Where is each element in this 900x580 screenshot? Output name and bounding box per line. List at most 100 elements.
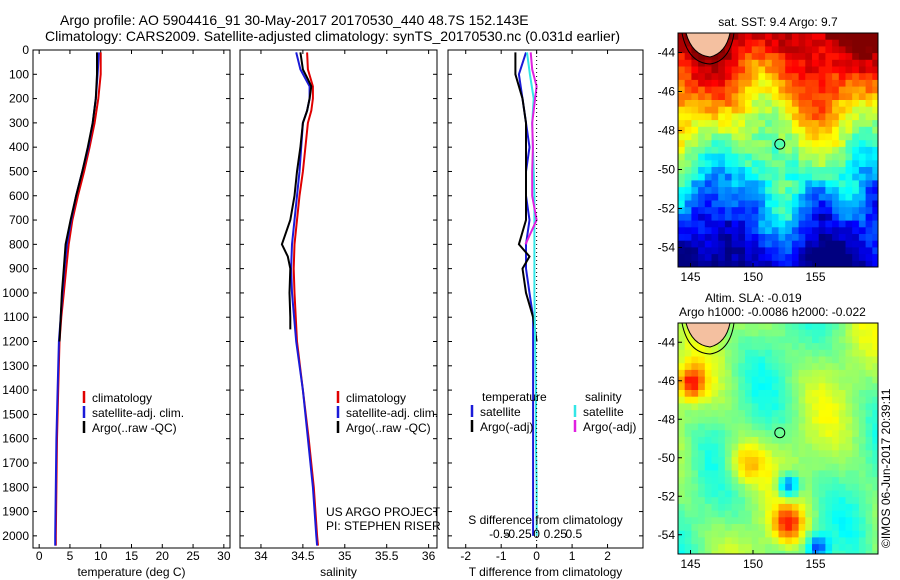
map-cell: [818, 410, 826, 418]
map-cell: [711, 544, 719, 552]
legend-label: satellite: [583, 405, 624, 419]
map-cell: [818, 376, 826, 384]
x2-tick-label: 0.5: [566, 527, 583, 541]
map-cell: [825, 477, 833, 485]
map-cell: [858, 323, 866, 331]
map-cell: [738, 323, 746, 331]
map-cell: [678, 153, 686, 161]
map-cell: [751, 463, 759, 471]
legend-label: Argo(..raw -QC): [346, 421, 431, 435]
map-cell: [704, 73, 712, 81]
map-cell: [852, 46, 860, 54]
x2-tick-label: -0.25: [504, 527, 532, 541]
map-cell: [731, 443, 739, 451]
x-tick-label: 30: [217, 549, 231, 563]
map-cell: [838, 470, 846, 478]
map-cell: [778, 537, 786, 545]
map-cell: [765, 470, 773, 478]
map-cell: [778, 517, 786, 525]
map-cell: [865, 240, 873, 248]
map-cell: [825, 383, 833, 391]
map-cell: [785, 436, 793, 444]
map-cell: [758, 390, 766, 398]
map-cell: [845, 160, 853, 168]
map-cell: [845, 550, 853, 554]
map-cell: [785, 126, 793, 134]
map-cell: [771, 100, 779, 108]
map-cell: [691, 403, 699, 411]
map-cell: [758, 93, 766, 101]
map-cell: [691, 240, 699, 248]
map-cell: [684, 503, 692, 511]
map-cell: [691, 356, 699, 364]
map-cell: [791, 227, 799, 235]
map-cell: [758, 86, 766, 94]
map-cell: [845, 73, 853, 81]
map-cell: [865, 363, 873, 371]
map-cell: [852, 66, 860, 74]
map-cell: [812, 443, 820, 451]
header-line-2: Climatology: CARS2009. Satellite-adjuste…: [45, 28, 621, 44]
map-cell: [798, 133, 806, 141]
map-cell: [825, 497, 833, 505]
map-cell: [832, 396, 840, 404]
map-cell: [704, 247, 712, 255]
map-cell: [718, 403, 726, 411]
map-cell: [858, 383, 866, 391]
map-cell: [785, 383, 793, 391]
map-cell: [798, 260, 806, 267]
map-cell: [872, 544, 878, 552]
map-cell: [812, 363, 820, 371]
map-cell: [778, 173, 786, 181]
map-cell: [778, 167, 786, 175]
map-cell: [832, 356, 840, 364]
map-cell: [724, 363, 732, 371]
map-cell: [838, 66, 846, 74]
map-cell: [731, 33, 739, 41]
map-cell: [791, 254, 799, 262]
map-cell: [711, 66, 719, 74]
map-cell: [718, 213, 726, 221]
map-cell: [852, 390, 860, 398]
map-x-tick-label: 155: [805, 557, 825, 571]
map-cell: [791, 423, 799, 431]
map-cell: [845, 503, 853, 511]
map-cell: [791, 363, 799, 371]
map-cell: [691, 180, 699, 188]
map-cell: [684, 126, 692, 134]
map-cell: [691, 450, 699, 458]
map-cell: [711, 247, 719, 255]
map-cell: [731, 537, 739, 545]
map-cell: [751, 187, 759, 195]
map-cell: [852, 544, 860, 552]
map-cell: [771, 234, 779, 242]
map-cell: [738, 200, 746, 208]
map-cell: [724, 463, 732, 471]
map-cell: [825, 73, 833, 81]
map-cell: [704, 497, 712, 505]
map-cell: [785, 423, 793, 431]
map-cell: [865, 33, 873, 41]
map-cell: [865, 503, 873, 511]
map-cell: [785, 46, 793, 54]
map-cell: [858, 363, 866, 371]
map-cell: [791, 497, 799, 505]
map-y-tick-label: -48: [658, 124, 676, 138]
map-cell: [724, 160, 732, 168]
map-cell: [785, 260, 793, 267]
map-cell: [791, 483, 799, 491]
map-cell: [785, 146, 793, 154]
map-cell: [818, 329, 826, 337]
map-cell: [731, 133, 739, 141]
map-cell: [691, 200, 699, 208]
map-cell: [731, 477, 739, 485]
map-cell: [771, 490, 779, 498]
map-cell: [805, 517, 813, 525]
map-cell: [745, 530, 753, 538]
map-cell: [731, 86, 739, 94]
map-cell: [825, 133, 833, 141]
map-cell: [711, 193, 719, 201]
map-cell: [765, 403, 773, 411]
map-cell: [771, 187, 779, 195]
map-cell: [765, 200, 773, 208]
